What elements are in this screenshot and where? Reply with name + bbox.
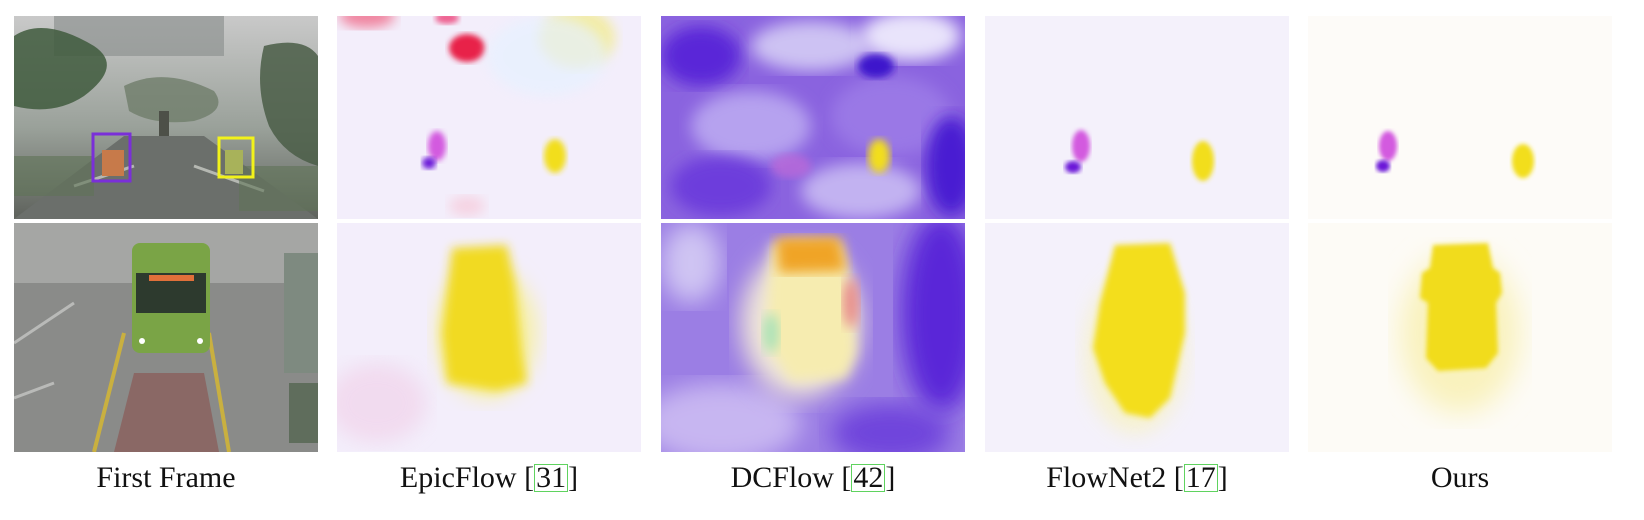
method-name-flownet2: FlowNet2 [1046,461,1174,494]
citation-number-dcflow[interactable]: 42 [851,461,886,494]
caption-ours: Ours [1430,461,1490,494]
yellow-bounding-box [217,136,255,179]
ours-result-1 [1308,16,1612,219]
first-frame-foggy-intersection [14,16,318,219]
method-name-dcflow: DCFlow [730,461,842,494]
method-name-epicflow: EpicFlow [399,461,525,494]
citation-number-flownet2[interactable]: 17 [1183,461,1218,494]
first-frame-bus [14,223,318,452]
dcflow-result-2 [661,223,965,452]
citation-flownet2[interactable]: [17] [1173,461,1228,494]
citation-number-epicflow[interactable]: 31 [534,461,569,494]
caption-flownet2: FlowNet2 [17] [985,460,1289,496]
purple-bounding-box [91,132,132,183]
citation-epicflow[interactable]: [31] [524,461,579,494]
caption-epicflow: EpicFlow [31] [337,460,641,496]
dcflow-result-1 [661,16,965,219]
epicflow-result-2 [337,223,641,452]
ours-result-2 [1308,223,1612,452]
caption-first-frame: First Frame [96,461,236,494]
flownet2-result-1 [985,16,1289,219]
epicflow-result-1 [337,16,641,219]
citation-dcflow[interactable]: [42] [841,461,896,494]
flownet2-result-2 [985,223,1289,452]
caption-dcflow: DCFlow [42] [661,460,965,496]
